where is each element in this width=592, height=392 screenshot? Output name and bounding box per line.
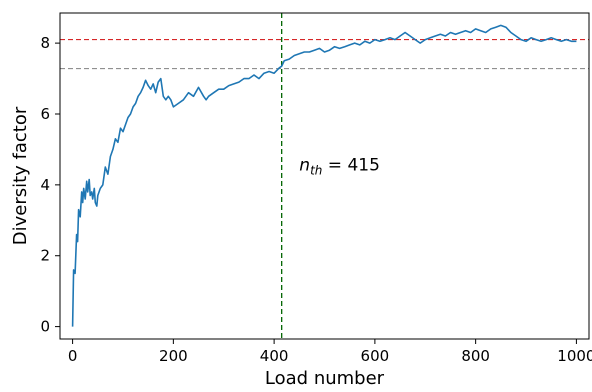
y-tick-label: 6 <box>40 105 50 123</box>
threshold-annotation: nth = 415 <box>299 156 380 178</box>
y-axis-title: Diversity factor <box>10 106 31 245</box>
y-tick-label: 2 <box>40 247 50 265</box>
x-tick-label: 1000 <box>557 347 592 365</box>
x-axis: 0 200 400 600 800 1000 <box>68 339 592 365</box>
x-tick-label: 600 <box>361 347 390 365</box>
series-layer <box>71 24 577 327</box>
y-tick-label: 0 <box>40 318 50 336</box>
y-tick-label: 8 <box>40 34 50 52</box>
annotation-prefix: n <box>299 156 310 176</box>
x-tick-label: 200 <box>159 347 188 365</box>
series-line <box>71 24 577 327</box>
annotation-value: = 415 <box>322 156 380 176</box>
reference-lines <box>60 13 589 339</box>
x-tick-label: 800 <box>461 347 490 365</box>
y-tick-label: 4 <box>40 176 50 194</box>
y-axis: 0 2 4 6 8 <box>40 34 60 336</box>
x-tick-label: 400 <box>260 347 289 365</box>
annotation-subscript: th <box>310 164 322 178</box>
plot-frame <box>59 12 590 340</box>
x-axis-title: Load number <box>265 368 385 388</box>
x-tick-label: 0 <box>68 347 78 365</box>
